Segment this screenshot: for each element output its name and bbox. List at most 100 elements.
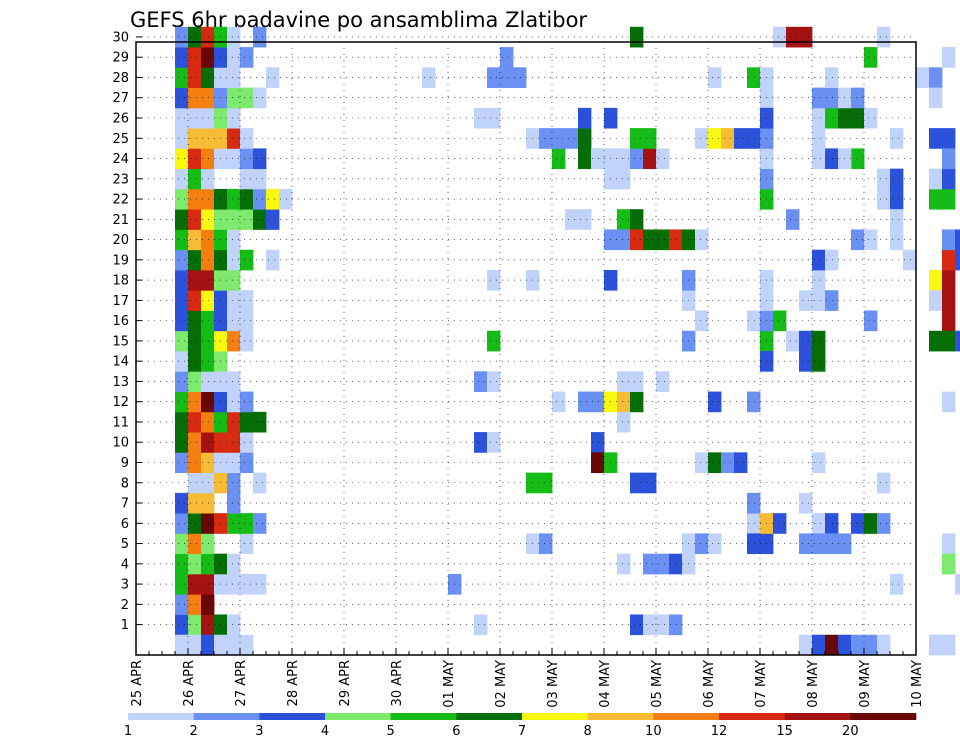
heatmap-cell — [227, 371, 241, 392]
heatmap-cell — [929, 128, 943, 149]
heatmap-cell — [253, 87, 267, 109]
heatmap-cell — [669, 614, 683, 636]
heatmap-cell — [175, 573, 189, 595]
heatmap-cell — [942, 533, 956, 555]
heatmap-cell — [201, 26, 215, 48]
heatmap-cell — [227, 411, 241, 433]
colorbar-label: 6 — [452, 724, 460, 739]
heatmap-cell — [877, 513, 891, 534]
heatmap-cell — [851, 513, 865, 534]
heatmap-cell — [240, 432, 254, 453]
heatmap-cell — [825, 249, 839, 271]
heatmap-cell — [695, 310, 709, 332]
heatmap-cell — [175, 128, 189, 149]
heatmap-cell — [916, 67, 930, 88]
heatmap-cell — [799, 634, 813, 656]
heatmap-cell — [227, 87, 241, 109]
colorbar-segment — [193, 713, 260, 720]
x-tick-label: 05 MAY — [650, 660, 665, 708]
heatmap-cell — [942, 290, 956, 311]
y-tick-label: 13 — [112, 375, 129, 390]
heatmap-cell — [201, 290, 215, 311]
heatmap-cell — [175, 391, 189, 413]
heatmap-cell — [799, 26, 813, 48]
heatmap-cell — [175, 87, 189, 109]
heatmap-cell — [201, 148, 215, 170]
heatmap-cell — [175, 432, 189, 453]
heatmap-cell — [877, 634, 891, 656]
heatmap-cell — [812, 128, 826, 149]
heatmap-cell — [201, 472, 215, 494]
heatmap-cell — [201, 249, 215, 271]
heatmap-cell — [812, 533, 826, 555]
heatmap-cell — [864, 310, 878, 332]
heatmap-cell — [864, 47, 878, 68]
heatmap-cell — [201, 432, 215, 453]
colorbar-segment — [653, 713, 720, 720]
heatmap-cell — [240, 209, 254, 230]
heatmap-cell — [253, 168, 267, 190]
heatmap-cell — [669, 553, 683, 575]
heatmap-cell — [188, 614, 202, 636]
heatmap-cell — [864, 634, 878, 656]
heatmap-cell — [565, 209, 579, 230]
heatmap-cell — [747, 533, 761, 555]
heatmap-cell — [942, 330, 956, 352]
x-tick-label: 28 APR — [286, 660, 301, 706]
heatmap-cell — [708, 533, 722, 555]
heatmap-cell — [708, 452, 722, 474]
heatmap-cell — [474, 614, 488, 636]
colorbar-label: 1 — [124, 724, 132, 739]
heatmap-cell — [175, 188, 189, 210]
heatmap-cell — [227, 513, 241, 534]
heatmap-cell — [240, 249, 254, 271]
heatmap-cell — [812, 148, 826, 170]
y-axis-ticks: 1234567891011121314151617181920212223242… — [112, 30, 142, 633]
heatmap-cell — [890, 573, 904, 595]
heatmap-cell — [227, 47, 241, 68]
heatmap-cell — [812, 452, 826, 474]
heatmap-cell — [630, 26, 644, 48]
heatmap-cell — [175, 107, 189, 129]
heatmap-cell — [201, 391, 215, 413]
heatmap-cell — [812, 634, 826, 656]
y-tick-label: 14 — [112, 355, 129, 370]
heatmap-cell — [188, 594, 202, 615]
y-tick-label: 22 — [112, 193, 129, 208]
colorbar-segment — [587, 713, 654, 720]
x-tick-label: 29 APR — [338, 660, 353, 706]
heatmap-cell — [201, 492, 215, 514]
heatmap-cell — [487, 330, 501, 352]
heatmap-cell — [175, 614, 189, 636]
heatmap-cell — [786, 26, 800, 48]
heatmap-cell — [253, 209, 267, 230]
heatmap-cell — [617, 209, 631, 230]
heatmap-cell — [227, 249, 241, 271]
heatmap-cell — [799, 533, 813, 555]
heatmap-cell — [773, 310, 787, 332]
heatmap-cell — [656, 229, 670, 251]
heatmap-cell — [552, 148, 566, 170]
heatmap-cell — [266, 209, 280, 230]
heatmap-cell — [799, 351, 813, 372]
y-tick-label: 19 — [112, 253, 129, 268]
heatmap-cell — [877, 168, 891, 190]
heatmap-cell — [890, 188, 904, 210]
heatmap-cell — [747, 128, 761, 149]
heatmap-cell — [175, 249, 189, 271]
heatmap-cell — [253, 472, 267, 494]
colorbar-segment — [259, 713, 326, 720]
heatmap-cell — [175, 330, 189, 352]
y-tick-label: 3 — [121, 578, 129, 593]
y-tick-label: 10 — [112, 436, 129, 451]
y-tick-label: 1 — [121, 618, 129, 633]
heatmap-cell — [188, 67, 202, 88]
heatmap-cell — [864, 513, 878, 534]
heatmap-cell — [539, 128, 553, 149]
heatmap-cell — [175, 452, 189, 474]
y-tick-label: 8 — [121, 476, 129, 491]
heatmap-cell — [266, 249, 280, 271]
heatmap-cell — [929, 634, 943, 656]
heatmap-cell — [877, 472, 891, 494]
heatmap-cell — [825, 290, 839, 311]
